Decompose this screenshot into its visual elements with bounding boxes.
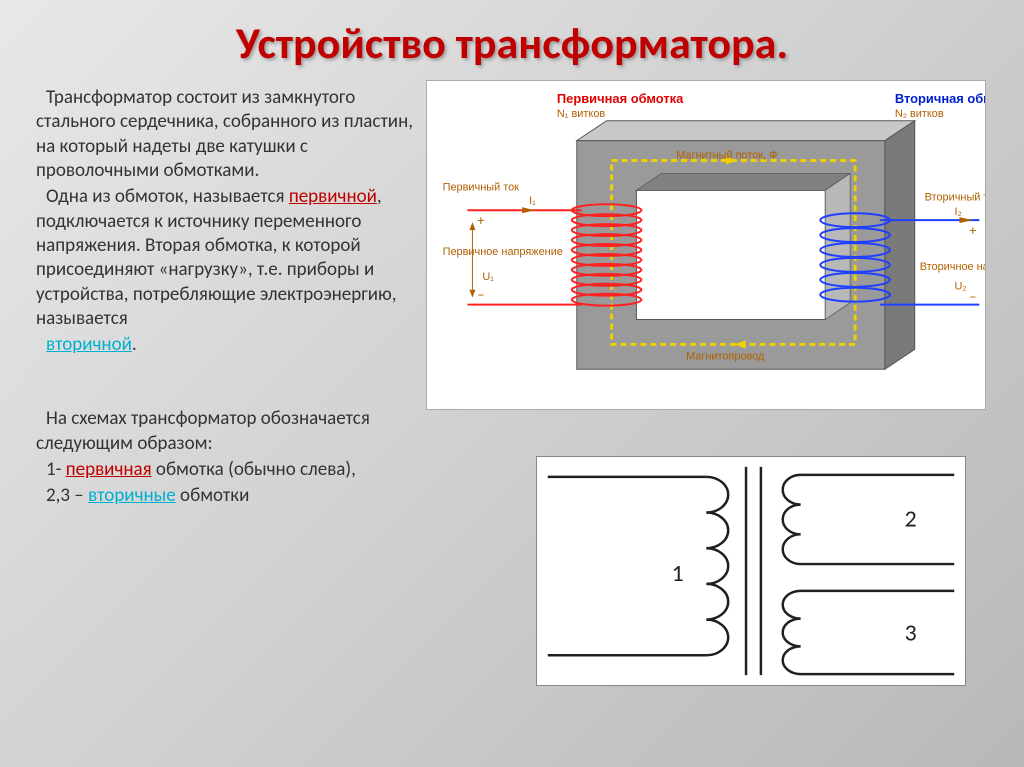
p4-primary: первичная — [66, 458, 152, 481]
p5-secondary: вторичные — [88, 484, 176, 507]
p2-part-c: . — [132, 333, 137, 356]
lbl-i1: I₁ — [529, 195, 536, 207]
lbl-primary-voltage: Первичное напряжение — [443, 246, 563, 258]
schematic-label-1: 1 — [672, 559, 684, 588]
p2-part-a: Одна из обмоток, называется — [46, 185, 289, 208]
schematic-label-3: 3 — [905, 618, 917, 647]
svg-text:−: − — [969, 289, 976, 306]
paragraph-2: Одна из обмоток, называется первичной, п… — [36, 185, 416, 331]
lbl-u1: U₁ — [482, 271, 494, 283]
paragraph-3: На схемах трансформатор обозначается сле… — [36, 407, 416, 456]
paragraph-4: 1- первичная обмотка (обычно слева), — [36, 458, 416, 482]
p4-part-b: обмотка (обычно слева), — [152, 458, 356, 481]
lbl-flux: Магнитный поток, Ф — [676, 150, 777, 162]
lbl-primary-winding: Первичная обмотка — [557, 91, 684, 106]
lbl-primary-turns: N₁ витков — [557, 108, 605, 120]
lbl-secondary-current: Вторичный ток — [925, 191, 985, 203]
secondary-link: вторичной — [46, 333, 132, 356]
page-title: Устройство трансформатора. — [0, 0, 1024, 86]
figure-column: Первичная обмотка N₁ витков Вторичная об… — [416, 86, 988, 511]
p4-part-a: 1- — [46, 458, 66, 481]
lbl-secondary-turns: N₂ витков — [895, 108, 944, 120]
paragraph-1: Трансформатор состоит из замкнутого стал… — [36, 86, 416, 183]
svg-text:+: + — [477, 212, 484, 229]
lbl-i2: I₂ — [954, 206, 961, 218]
schematic-label-2: 2 — [905, 504, 917, 533]
content-area: Трансформатор состоит из замкнутого стал… — [0, 86, 1024, 511]
svg-text:+: + — [969, 222, 976, 239]
paragraph-5: 2,3 – вторичные обмотки — [36, 484, 416, 508]
p5-part-b: обмотки — [176, 484, 250, 507]
lbl-secondary-winding: Вторичная обмотка — [895, 91, 985, 106]
transformer-schematic: 1 2 3 — [536, 456, 966, 686]
svg-text:−: − — [477, 287, 484, 304]
secondary-line: вторичной. — [36, 333, 416, 357]
transformer-diagram: Первичная обмотка N₁ витков Вторичная об… — [426, 80, 986, 410]
primary-link: первичной — [289, 185, 377, 208]
lbl-u2: U₂ — [954, 281, 966, 293]
p5-part-a: 2,3 – — [46, 484, 88, 507]
text-column: Трансформатор состоит из замкнутого стал… — [36, 86, 416, 511]
lbl-secondary-voltage: Вторичное напряжение — [920, 261, 985, 273]
lbl-primary-current: Первичный ток — [443, 181, 520, 193]
lbl-core: Магнитопровод — [686, 350, 765, 362]
